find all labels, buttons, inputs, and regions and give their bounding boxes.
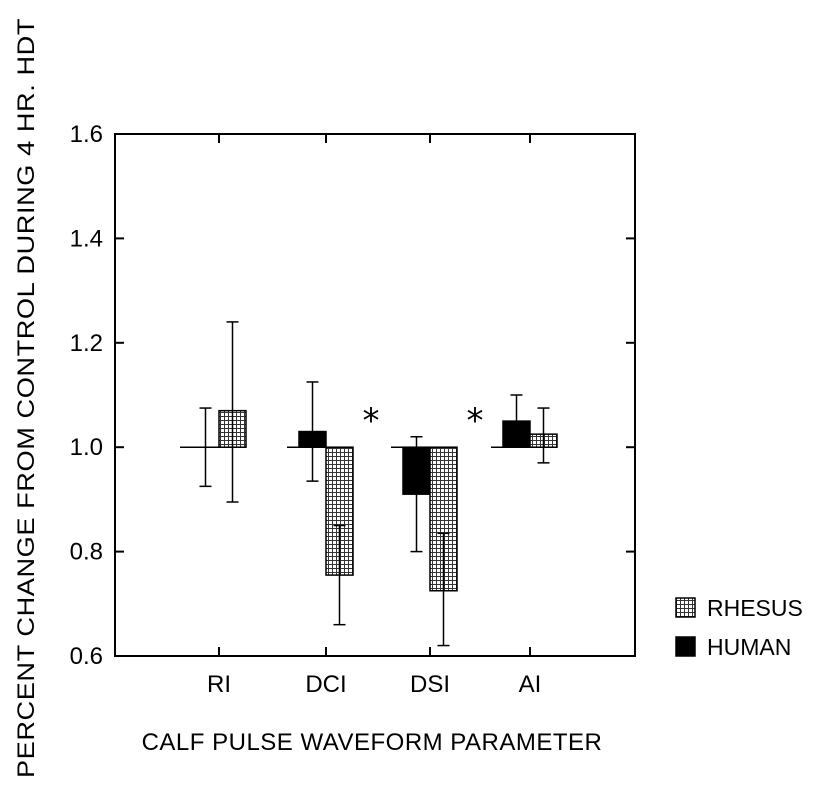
y-axis: 0.6 0.8 1.0 1.2 1.4 1.6	[70, 121, 635, 670]
legend-swatch-human	[675, 636, 696, 657]
x-tick-label-ai: AI	[519, 671, 542, 698]
x-tick-label-ri: RI	[207, 671, 231, 698]
legend-label-human: HUMAN	[707, 634, 791, 660]
x-tick-label-dsi: DSI	[410, 671, 450, 698]
x-axis-title: CALF PULSE WAVEFORM PARAMETER	[142, 729, 603, 756]
y-tick-label: 1.0	[70, 434, 103, 461]
legend-swatch-rhesus	[675, 597, 696, 618]
y-tick-label: 0.8	[70, 539, 103, 566]
chart-marks: * *	[180, 321, 558, 647]
plot-frame	[114, 133, 636, 657]
x-tick-label-dci: DCI	[305, 671, 346, 698]
y-axis-title: PERCENT CHANGE FROM CONTROL DURING 4 HR.…	[13, 18, 40, 778]
y-tick-label: 0.6	[70, 643, 103, 670]
y-tick-label: 1.4	[70, 225, 103, 252]
significance-marker-dci: *	[363, 401, 380, 441]
plot-area	[114, 133, 636, 657]
legend: RHESUS HUMAN	[675, 595, 803, 660]
x-axis: RI DCI DSI AI	[207, 134, 541, 698]
y-tick-label: 1.6	[70, 121, 103, 148]
y-tick-label: 1.2	[70, 330, 103, 357]
significance-marker-dsi: *	[467, 401, 484, 441]
legend-label-rhesus: RHESUS	[707, 595, 803, 621]
